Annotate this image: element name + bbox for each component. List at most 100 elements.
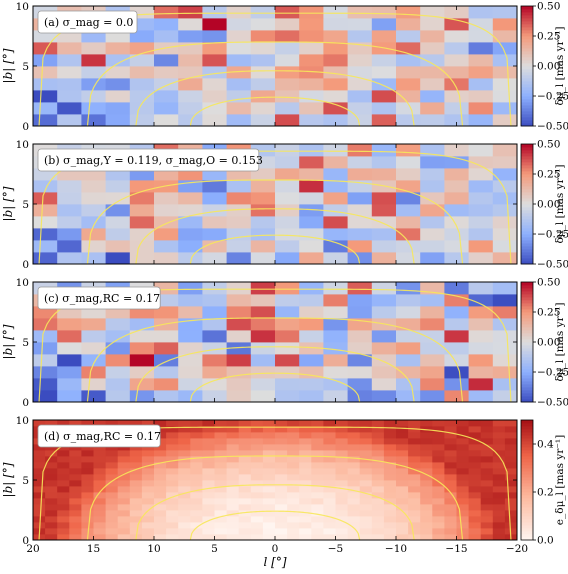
heatmap-cell xyxy=(359,534,373,541)
heatmap-cell xyxy=(504,492,518,499)
heatmap-cell xyxy=(154,534,167,541)
heatmap-cell xyxy=(359,420,373,427)
heatmap-cell xyxy=(214,444,227,451)
heatmap-cell xyxy=(371,468,385,475)
heatmap-cell xyxy=(178,6,203,19)
heatmap-cell xyxy=(214,474,227,481)
heatmap-cell xyxy=(444,462,457,469)
heatmap-cell xyxy=(299,240,324,253)
colorbar-swatch xyxy=(521,441,533,445)
heatmap-cell xyxy=(226,66,252,79)
heatmap-cell xyxy=(129,114,155,127)
heatmap-cell xyxy=(81,66,106,79)
colorbar-swatch xyxy=(521,90,533,94)
heatmap-cell xyxy=(154,468,167,475)
colorbar-swatch xyxy=(521,66,533,70)
heatmap-cell xyxy=(202,528,215,535)
heatmap-cell xyxy=(287,450,300,457)
heatmap-cell xyxy=(396,444,409,451)
heatmap-cell xyxy=(202,240,227,253)
colorbar-swatch xyxy=(521,381,533,385)
heatmap-cell xyxy=(275,438,288,445)
heatmap-cell xyxy=(371,102,397,115)
heatmap-cell xyxy=(299,420,312,427)
heatmap-cell xyxy=(178,306,203,319)
heatmap-cell xyxy=(202,294,227,307)
colorbar-swatch xyxy=(521,213,533,217)
heatmap-cell xyxy=(311,486,324,493)
heatmap-cell xyxy=(444,504,457,511)
heatmap-cell xyxy=(93,522,106,529)
heatmap-cell xyxy=(81,90,106,103)
heatmap-cell xyxy=(420,102,445,115)
heatmap-cell xyxy=(57,192,82,205)
heatmap-cell xyxy=(190,510,203,517)
heatmap-cell xyxy=(117,450,131,457)
y-tick-label: 0 xyxy=(22,535,29,547)
heatmap-cell xyxy=(347,468,361,475)
heatmap-cell xyxy=(468,516,482,523)
colorbar-swatch xyxy=(521,387,533,391)
heatmap-cell xyxy=(347,294,373,307)
colorbar-swatch xyxy=(521,204,533,208)
colorbar-tick-label: 0.50 xyxy=(537,277,560,289)
heatmap-cell xyxy=(226,492,240,499)
heatmap-cell xyxy=(238,528,252,535)
heatmap-cell xyxy=(57,366,82,379)
heatmap-cell xyxy=(105,78,131,91)
heatmap-cell xyxy=(347,90,373,103)
heatmap-cell xyxy=(129,462,143,469)
heatmap-cell xyxy=(154,252,179,265)
heatmap-cell xyxy=(468,6,494,19)
heatmap-cell xyxy=(238,474,252,481)
heatmap-cell xyxy=(141,492,155,499)
heatmap-cell xyxy=(492,66,518,79)
heatmap-cell xyxy=(238,420,252,427)
colorbar-swatch xyxy=(521,108,533,112)
heatmap-cell xyxy=(323,18,348,31)
heatmap-cell xyxy=(141,528,155,535)
colorbar-swatch xyxy=(521,495,533,499)
heatmap-cell xyxy=(129,240,155,253)
heatmap-cell xyxy=(311,474,324,481)
heatmap-cell xyxy=(371,54,397,67)
x-tick-label: 0 xyxy=(272,543,279,555)
heatmap-cell xyxy=(396,156,421,169)
heatmap-cell xyxy=(299,432,312,439)
heatmap-cell xyxy=(432,522,445,529)
heatmap-cell xyxy=(275,462,288,469)
heatmap-cell xyxy=(323,330,348,343)
heatmap-cell xyxy=(456,504,469,511)
heatmap-cell xyxy=(178,486,191,493)
heatmap-cell xyxy=(347,450,361,457)
contour-line xyxy=(86,317,464,402)
heatmap-cell xyxy=(492,30,518,43)
heatmap-cell xyxy=(396,228,421,241)
panel-label-text: (b) σ_mag,Y = 0.119, σ_mag,O = 0.153 xyxy=(44,154,263,167)
heatmap-cell xyxy=(275,66,300,79)
colorbar-swatch xyxy=(521,369,533,373)
heatmap-cell xyxy=(311,522,324,529)
heatmap-cell xyxy=(287,456,300,463)
heatmap-cell xyxy=(492,42,518,55)
heatmap-cell xyxy=(396,354,421,367)
heatmap-cell xyxy=(105,462,119,469)
heatmap-cell xyxy=(141,474,155,481)
heatmap-cell xyxy=(468,228,494,241)
heatmap-cell xyxy=(492,522,506,529)
heatmap-cell xyxy=(166,438,179,445)
contour-line xyxy=(86,41,464,126)
colorbar-tick-label: 0.2 xyxy=(537,487,554,499)
heatmap-cell xyxy=(250,330,276,343)
heatmap-cell xyxy=(311,426,324,433)
heatmap-cell xyxy=(226,510,240,517)
heatmap-cell xyxy=(347,6,373,19)
colorbar-swatch xyxy=(521,156,533,160)
heatmap-cell xyxy=(420,252,445,265)
heatmap-cell xyxy=(335,462,348,469)
heatmap-cell xyxy=(202,534,215,541)
heatmap-cell xyxy=(371,330,397,343)
heatmap-cell xyxy=(141,480,155,487)
heatmap-cell xyxy=(347,282,373,295)
heatmap-cell xyxy=(275,6,300,19)
